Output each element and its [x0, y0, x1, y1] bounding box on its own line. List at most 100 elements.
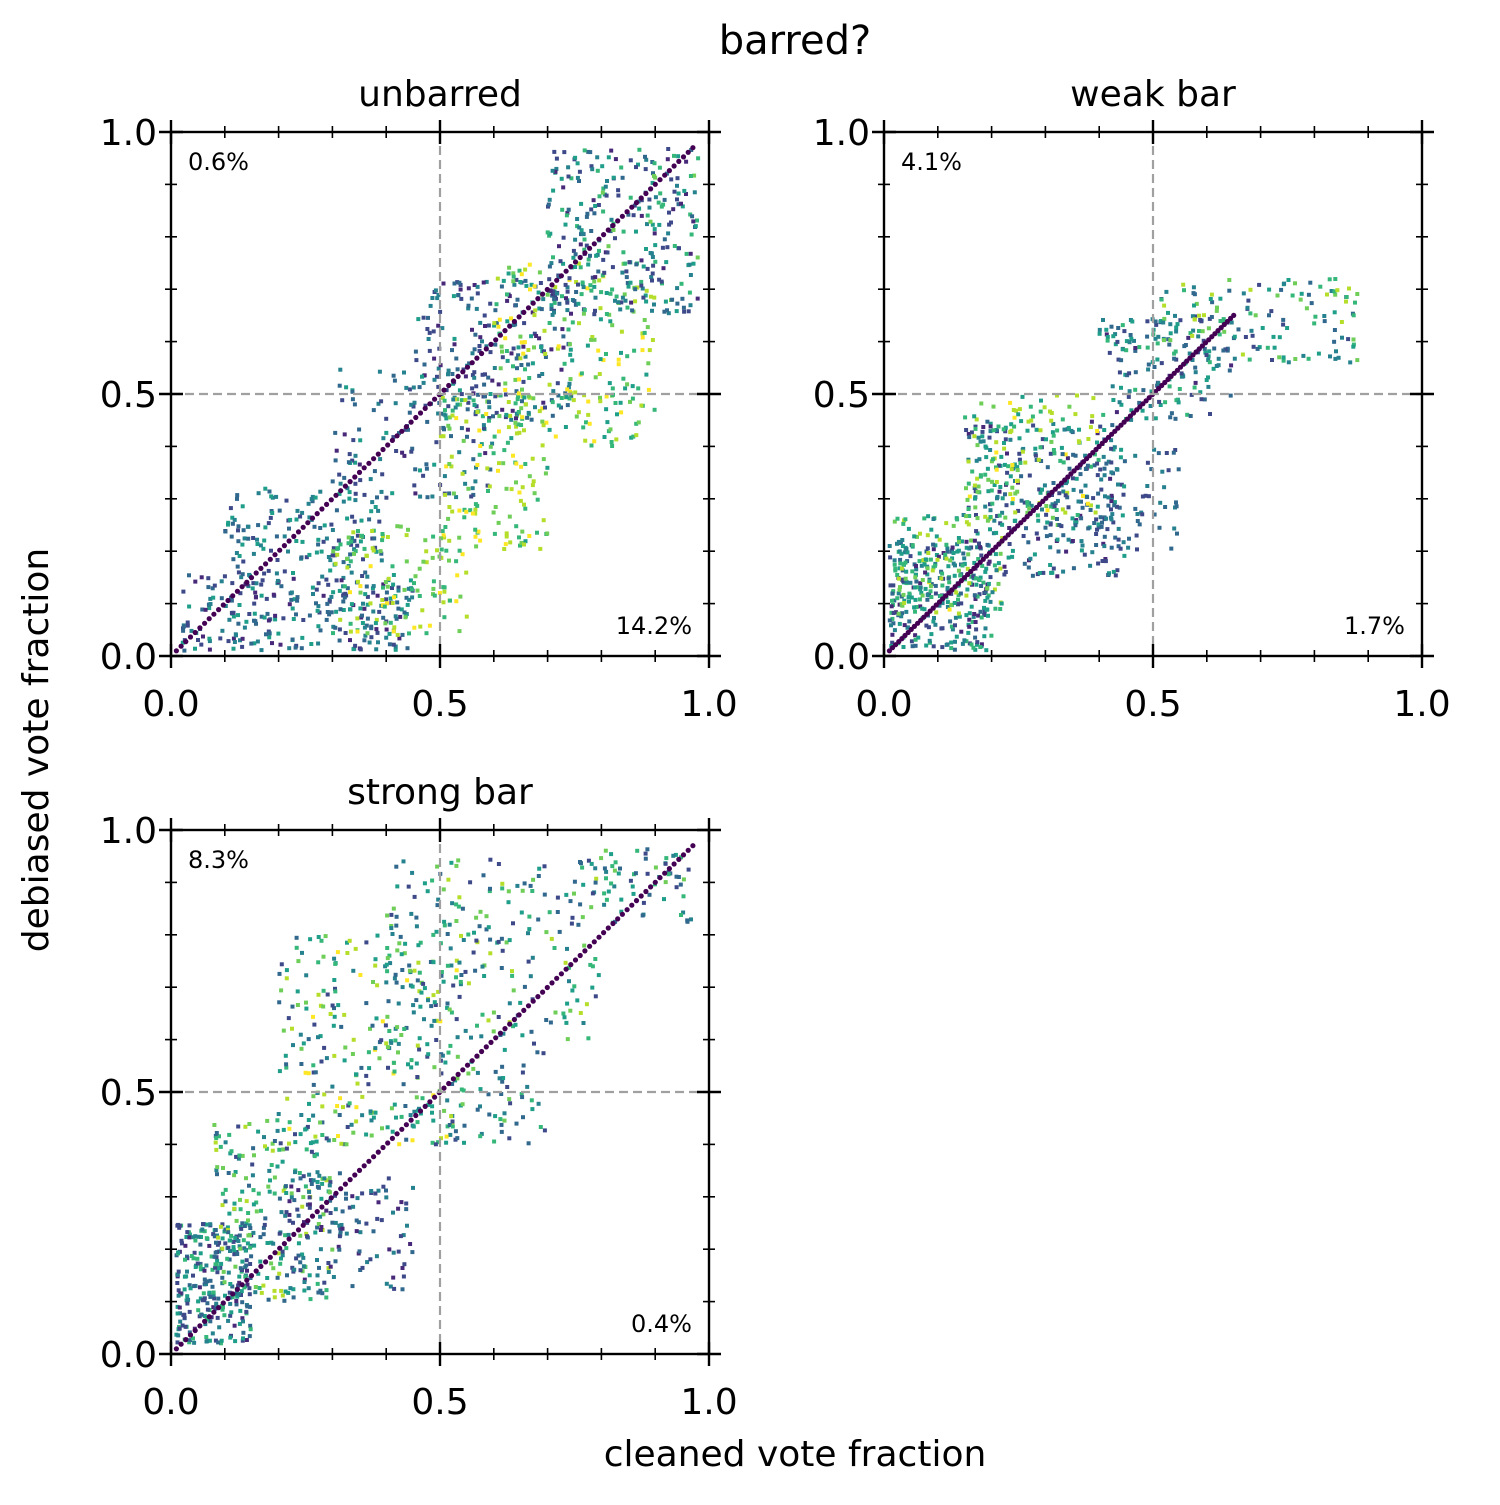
scatter-point [652, 407, 657, 412]
scatter-point [484, 914, 489, 919]
scatter-point [519, 423, 524, 427]
scatter-point [576, 922, 581, 927]
scatter-point [1308, 280, 1313, 285]
scatter-point [1004, 503, 1009, 508]
scatter-point [438, 1019, 443, 1024]
scatter-point [620, 295, 625, 300]
scatter-point [322, 1045, 327, 1050]
scatter-point [891, 621, 896, 626]
scatter-point [369, 1189, 374, 1193]
scatter-point [272, 1139, 277, 1143]
scatter-point [373, 1191, 378, 1196]
scatter-point [1051, 566, 1056, 571]
scatter-point [385, 584, 390, 589]
scatter-point [353, 946, 358, 951]
scatter-point [974, 627, 979, 632]
scatter-point [555, 895, 560, 900]
scatter-point [673, 852, 678, 857]
scatter-point [402, 1027, 407, 1031]
scatter-point [1191, 291, 1196, 296]
scatter-point [476, 392, 481, 397]
scatter-point [440, 395, 445, 400]
scatter-point [1265, 345, 1270, 350]
scatter-point [261, 546, 266, 551]
scatter-point [960, 563, 965, 568]
scatter-point [932, 616, 936, 620]
scatter-point [642, 318, 647, 322]
diagonal-point [211, 1309, 217, 1315]
scatter-point [338, 481, 343, 486]
diagonal-point [974, 562, 980, 569]
scatter-point [991, 404, 996, 409]
diagonal-point [554, 277, 560, 283]
scatter-point [342, 595, 347, 600]
diagonal-point [385, 1140, 391, 1146]
scatter-point [647, 348, 652, 353]
diagonal-point [596, 934, 602, 940]
scatter-point [636, 386, 641, 391]
scatter-point [517, 377, 521, 382]
scatter-point [466, 303, 471, 308]
scatter-point [284, 498, 289, 503]
scatter-point [240, 1316, 245, 1321]
scatter-point [338, 1096, 343, 1101]
scatter-point [1193, 314, 1198, 319]
scatter-point [561, 345, 566, 350]
scatter-point [270, 511, 275, 515]
scatter-point [1098, 515, 1103, 520]
scatter-point [1059, 445, 1064, 450]
scatter-point [1044, 534, 1049, 539]
scatter-point [236, 524, 241, 529]
scatter-point [295, 989, 300, 994]
diagonal-point [1193, 349, 1199, 355]
scatter-point [1347, 286, 1351, 291]
scatter-point [242, 1246, 247, 1251]
scatter-point [337, 1223, 342, 1228]
diagonal-point [643, 190, 649, 197]
scatter-point [423, 403, 428, 408]
scatter-point [1052, 451, 1057, 456]
diagonal-point [455, 373, 461, 379]
scatter-point [669, 177, 674, 182]
scatter-point [302, 1288, 307, 1293]
scatter-point [289, 1191, 294, 1196]
scatter-point [457, 994, 462, 999]
scatter-point [286, 1016, 291, 1021]
scatter-point [1104, 327, 1109, 332]
scatter-point [1048, 533, 1053, 538]
scatter-point [344, 1231, 349, 1236]
scatter-point [307, 552, 312, 557]
scatter-point [310, 499, 315, 504]
scatter-point [291, 576, 296, 581]
scatter-point [467, 361, 472, 366]
scatter-point [492, 1139, 497, 1144]
scatter-point [455, 1076, 460, 1081]
scatter-point [679, 281, 684, 286]
scatter-point [691, 219, 696, 224]
scatter-point [996, 463, 1001, 468]
scatter-point [1173, 416, 1178, 421]
scatter-point [619, 897, 624, 902]
scatter-point [178, 1311, 182, 1316]
scatter-point [237, 1244, 242, 1249]
scatter-point [1097, 327, 1102, 332]
scatter-point [540, 443, 545, 448]
scatter-point [928, 584, 933, 589]
scatter-point [235, 564, 240, 569]
scatter-point [245, 1268, 249, 1273]
scatter-point [376, 1188, 381, 1193]
scatter-point [1056, 549, 1061, 554]
scatter-point [374, 1016, 379, 1021]
scatter-point [547, 197, 552, 202]
scatter-point [645, 325, 650, 330]
scatter-point [680, 204, 685, 209]
scatter-point [392, 976, 397, 981]
scatter-point [446, 404, 451, 409]
scatter-point [1043, 525, 1048, 530]
scatter-point [1120, 347, 1125, 352]
scatter-point [978, 474, 983, 479]
scatter-point [1016, 508, 1021, 513]
diagonal-point [554, 975, 560, 981]
scatter-point [500, 881, 505, 886]
scatter-point [937, 537, 942, 542]
